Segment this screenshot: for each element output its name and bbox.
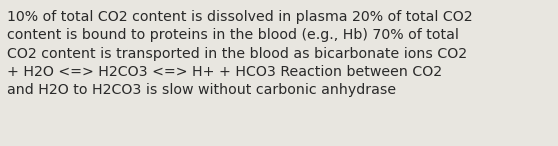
Text: 10% of total CO2 content is dissolved in plasma 20% of total CO2
content is boun: 10% of total CO2 content is dissolved in… (7, 10, 472, 97)
